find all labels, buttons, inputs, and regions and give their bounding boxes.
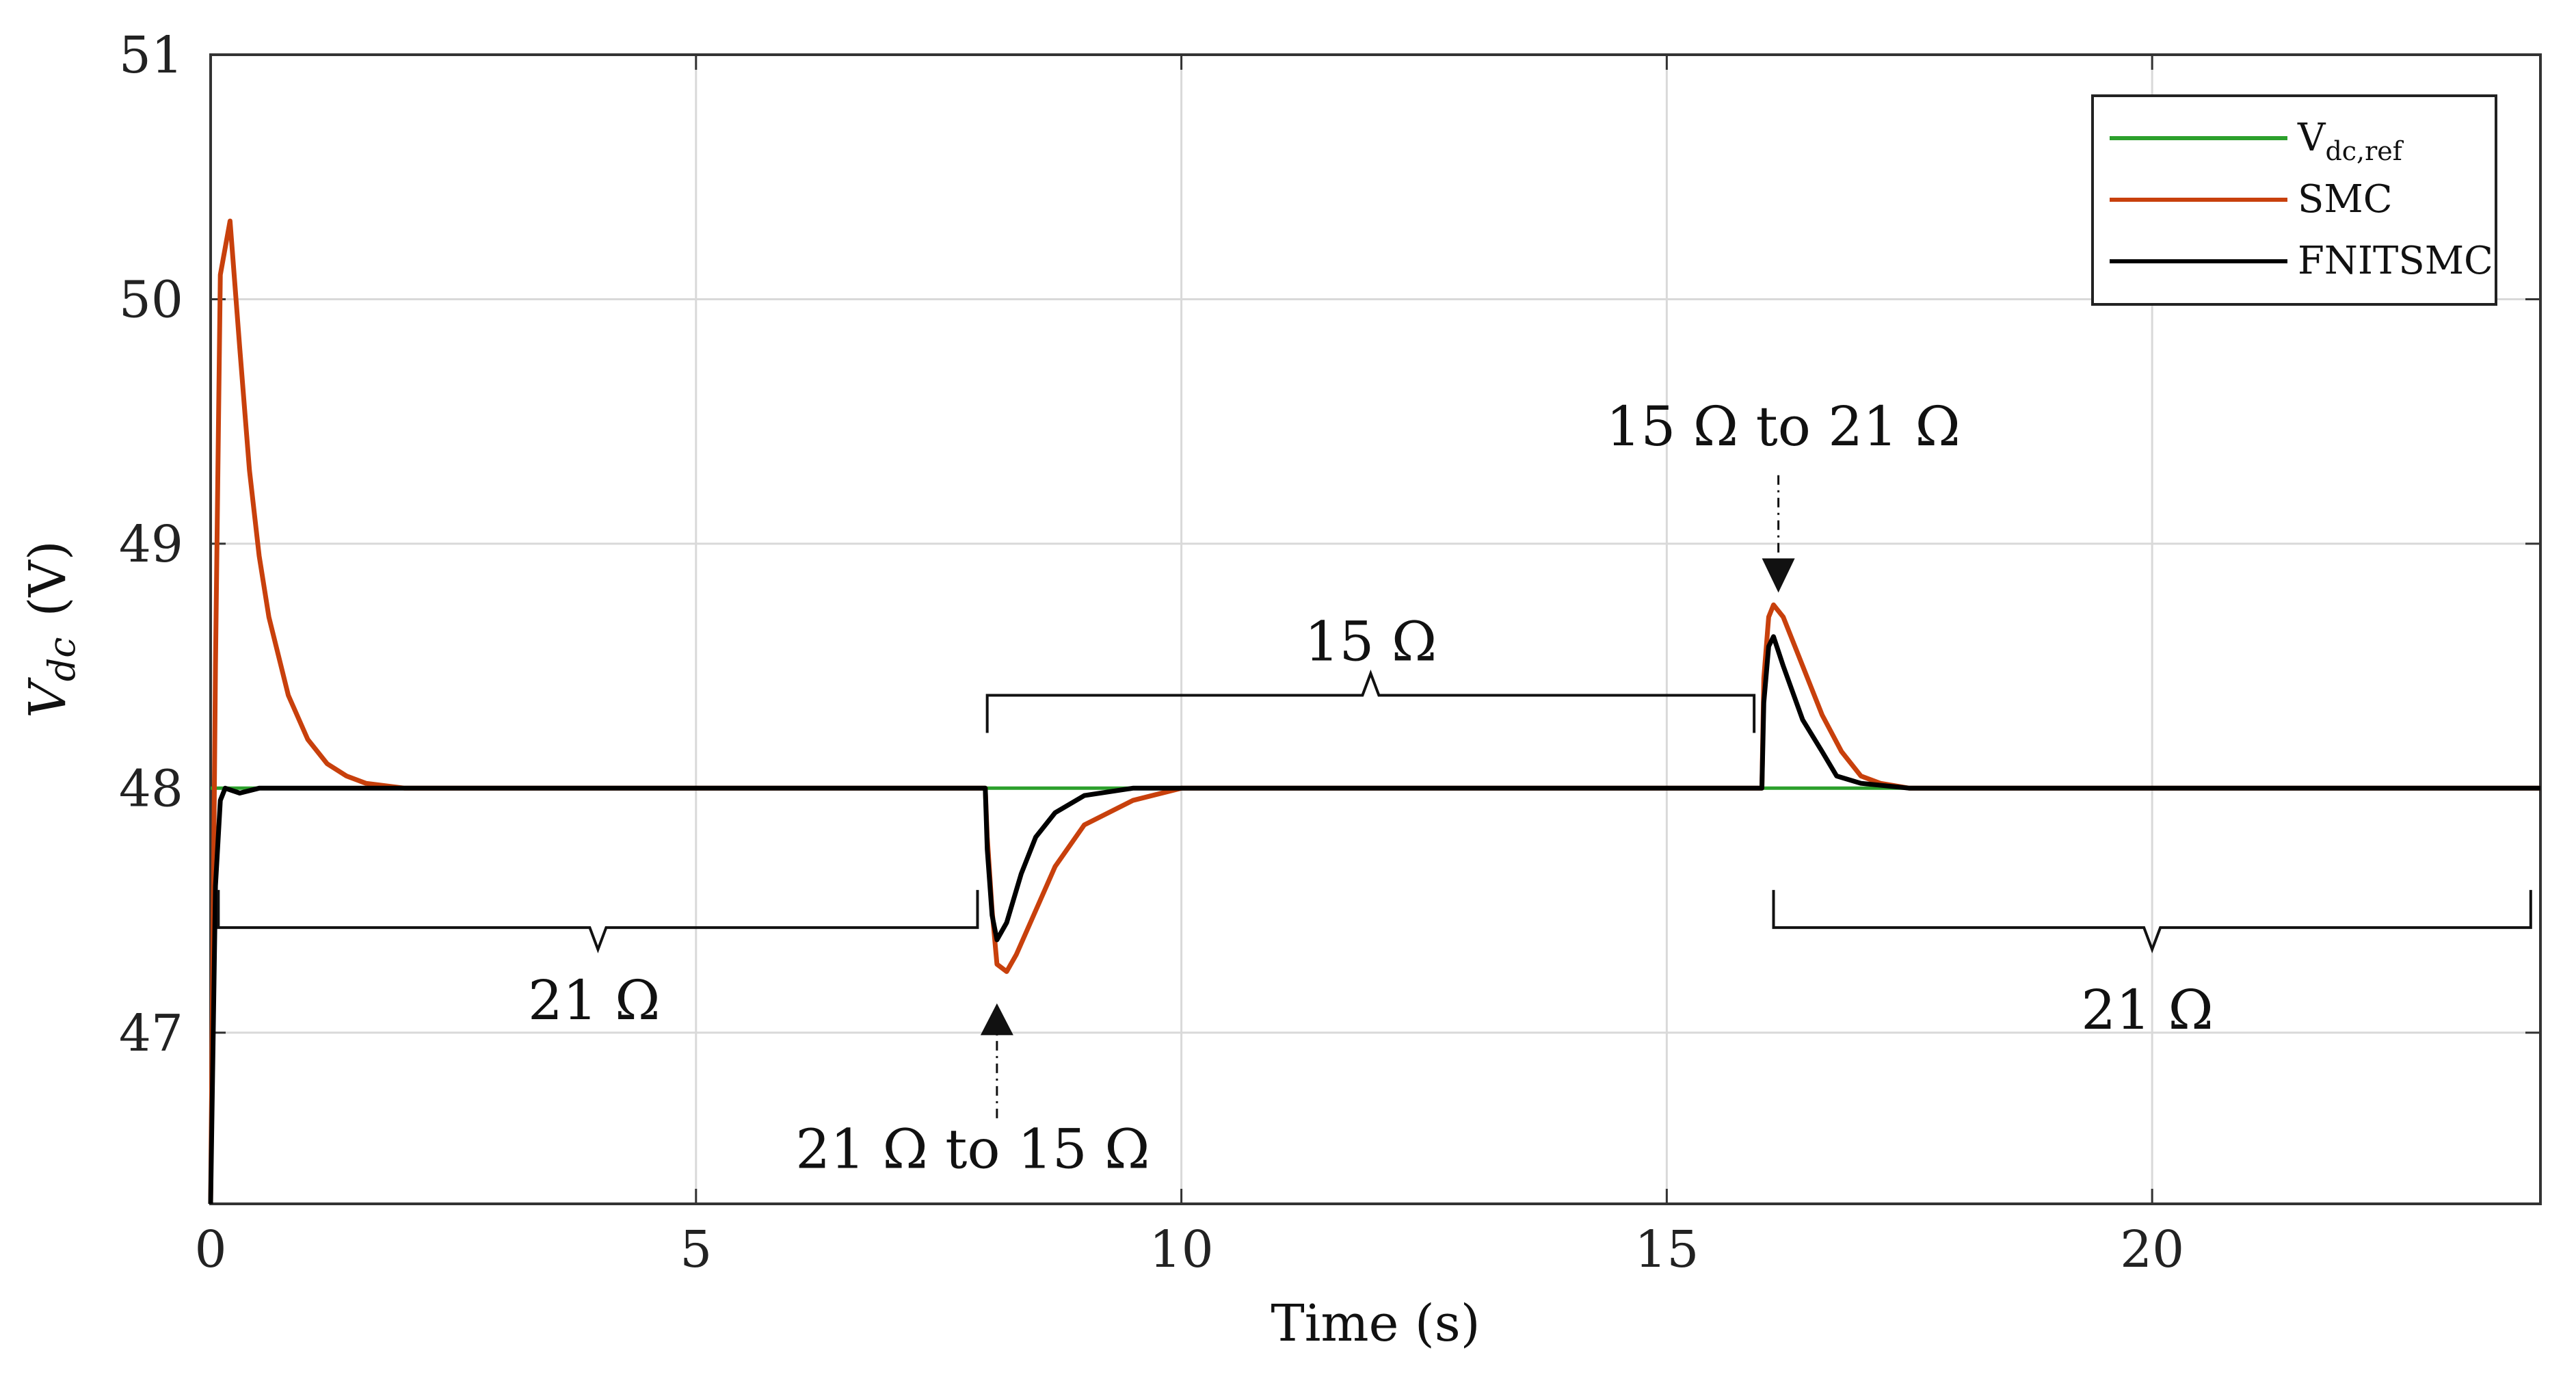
y-axis-title-unit: (V) (18, 540, 77, 616)
y-tick-label: 50 (119, 270, 183, 329)
series-line-fnitsmc (208, 634, 2540, 1205)
brace-middle (985, 669, 1756, 733)
step-up-label: 15 Ω to 21 Ω (1606, 395, 1961, 458)
brace-left-label: 21 Ω (528, 969, 661, 1032)
brace-left (217, 890, 979, 954)
x-tick-label: 20 (2120, 1220, 2184, 1279)
x-axis-title: Time (s) (1271, 1294, 1480, 1353)
brace-middle-label: 15 Ω (1305, 610, 1437, 674)
arrow-step-up-head (1762, 558, 1795, 593)
x-tick-labels: 0 5 10 15 20 (194, 1220, 2184, 1279)
y-axis-title-sub: dc (40, 637, 83, 681)
series-line-smc (208, 218, 2540, 1205)
y-axis-title: Vdc (V) (18, 540, 83, 718)
arrow-step-down-head (980, 1003, 1013, 1036)
x-tick-label: 10 (1149, 1220, 1213, 1279)
annotations: 21 Ω 15 Ω 21 Ω 21 Ω to 15 Ω 15 Ω to 21 Ω (217, 395, 2532, 1181)
x-tick-label: 0 (194, 1220, 226, 1279)
series-lines (208, 218, 2540, 1205)
plot-frame (209, 53, 2542, 1205)
x-tick-label: 5 (680, 1220, 712, 1279)
brace-right (1772, 890, 2532, 954)
step-down-label: 21 Ω to 15 Ω (795, 1118, 1150, 1181)
y-tick-label: 48 (119, 759, 183, 818)
y-tick-labels: 47 48 49 50 51 (119, 26, 183, 1063)
y-tick-label: 49 (119, 515, 183, 574)
y-tick-label: 47 (119, 1004, 183, 1063)
y-tick-label: 51 (119, 26, 183, 85)
legend-entry-main: SMC (2298, 177, 2393, 222)
legend-entry-label: Vdc,ref (2297, 116, 2404, 166)
x-tick-label: 15 (1634, 1220, 1699, 1279)
legend-entry-label: FNITSMC (2298, 239, 2493, 283)
y-axis-title-main: V (18, 677, 77, 718)
legend-entry-sub: dc,ref (2325, 136, 2404, 166)
legend-entry-main: FNITSMC (2298, 239, 2493, 283)
brace-right-label: 21 Ω (2081, 978, 2214, 1042)
legend-entry-label: SMC (2298, 177, 2393, 222)
legend-entry-main: V (2297, 116, 2326, 160)
legend: Vdc,ref SMC FNITSMC (2091, 94, 2497, 306)
